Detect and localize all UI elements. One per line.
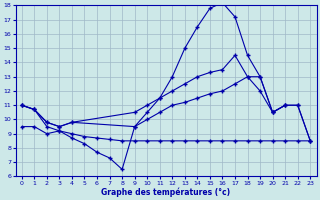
X-axis label: Graphe des températures (°c): Graphe des températures (°c) xyxy=(101,187,231,197)
